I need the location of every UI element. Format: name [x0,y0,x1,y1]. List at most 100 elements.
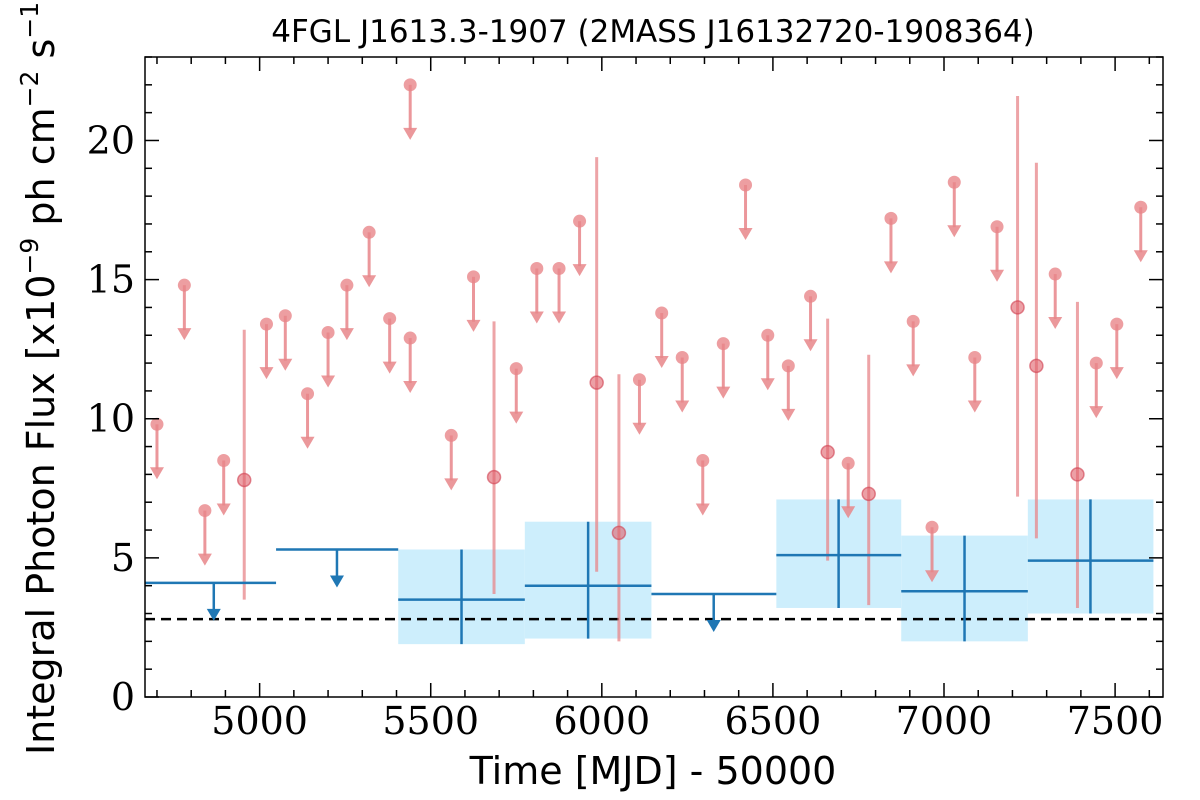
short-bin-limit-arrow [781,408,796,421]
y-axis-label-exp-s: −1 [15,2,44,39]
short-bin-limit-arrow [1109,367,1124,380]
short-bin-limit-point [552,261,566,275]
short-bin-limit-point [696,453,710,467]
plot-frame [144,56,1164,698]
short-bin-limit-arrow [654,356,669,368]
short-bin-limit-point [259,317,273,331]
short-bin-point [611,525,627,541]
x-tick-label: 7500 [1067,699,1164,743]
y-axis-label-main: Integral Photon Flux [x10 [19,275,63,756]
yearly-limit-arrow [206,608,221,621]
axis-ticks [145,56,1163,698]
x-tick-label: 7000 [896,699,993,743]
short-bin-limit-point [362,225,376,239]
short-bin-limit-point [906,314,920,328]
short-bin-limit-point [781,359,795,373]
short-bin-limit-arrow [675,400,690,413]
short-bin-limit-arrow [362,275,377,288]
short-bin-limit-arrow [1089,406,1104,419]
short-bin-limit-point [383,312,397,326]
short-bin-limit-arrow [278,358,293,371]
short-bin-point [861,486,876,502]
short-bin-limit-arrow [177,328,192,341]
short-bin-limit-arrow [695,503,710,516]
short-bin-limit-point [1048,267,1062,281]
short-bin-limit-arrow [403,127,418,140]
short-bin-limit-point [675,351,689,365]
short-bin-limit-arrow [760,378,775,391]
short-bin-limit-point [947,175,961,189]
short-bin-limit-arrow [300,436,315,449]
y-axis-label-unit-s: s [19,39,63,71]
short-bin-limit-point [278,309,292,323]
short-bin-limit-arrow [1048,317,1063,330]
short-bin-limit-arrow [883,261,898,274]
short-bin-point [486,469,502,485]
x-tick-label: 5500 [382,699,479,743]
short-bin-limit-arrow [149,467,164,480]
short-bin-limit-point [925,520,939,534]
short-bin-limit-arrow [444,478,459,491]
short-bin-limit-point [655,306,669,320]
y-tick-label: 10 [87,397,135,441]
short-bin-limit-point [301,387,315,401]
y-axis-label-close: ] [19,0,63,2]
short-bin-limit-point [509,362,523,376]
short-bin-point [1010,300,1025,315]
short-bin-limit-point [198,504,212,518]
short-bin-limit-point [403,331,417,345]
short-bin-limit-point [1110,317,1124,331]
yearly-flux-bands [398,499,1154,645]
short-bin-limit-point [739,178,753,192]
short-bin-point [820,444,835,460]
short-bin-limit-arrow [906,364,921,377]
x-tick-label: 5000 [211,699,308,743]
short-bin-limit-point [990,220,1004,234]
x-tick-label: 6000 [553,699,650,743]
short-bin-limit-point [1089,356,1103,370]
short-bin-limit-point [761,328,775,342]
y-tick-label: 0 [111,675,135,719]
short-bin-limit-point [968,351,982,365]
short-bin-limit-point [884,211,898,225]
short-bin-limit-arrow [738,228,753,240]
short-bin-point [589,375,604,390]
short-bin-limit-arrow [947,225,962,238]
short-bin-limit-point [403,78,417,92]
short-bin-limit-arrow [321,375,336,388]
y-axis-label-exp-cm: −2 [15,71,44,108]
short-bin-limit-point [841,456,855,470]
short-bin-limit-arrow [339,328,354,341]
y-tick-label: 15 [87,258,135,302]
short-bin-limit-point [340,278,354,292]
short-bin-limit-arrow [552,311,567,324]
short-bin-limit-arrow [967,400,982,413]
x-axis-label: Time [MJD] - 50000 [469,749,837,793]
tick-labels: 5000 5500 6000 6500 7000 7500 0 5 10 15 20 [87,118,1164,743]
short-bin-limit-arrow [990,269,1005,282]
short-bin-point [1070,467,1085,482]
short-bin-limit-point [632,373,646,387]
short-bin-limit-arrow [529,311,544,324]
y-tick-label: 20 [87,118,135,162]
short-bin-limit-arrow [197,553,212,566]
short-bin-limit-point [804,289,818,303]
yearly-bin-marks [145,499,1154,645]
short-bin-point [236,472,252,488]
short-bin-limit-arrow [466,319,481,332]
short-bin-limit-point [530,261,544,275]
short-bin-limit-point [321,325,335,339]
yearly-limit-arrow [329,575,344,588]
y-tick-label: 5 [111,536,135,580]
short-bin-point [1029,358,1044,374]
short-bin-limit-point [444,428,458,442]
y-axis-label: Integral Photon Flux [x10−9 ph cm−2 s−1] [15,0,63,755]
short-bin-limit-arrow [716,386,731,399]
short-bin-limit-arrow [403,381,418,394]
short-bin-limit-point [217,453,231,467]
short-bin-limit-point [573,214,587,228]
short-bin-limit-point [716,337,730,351]
short-bin-limit-arrow [259,367,274,380]
short-bin-limit-arrow [509,411,524,424]
